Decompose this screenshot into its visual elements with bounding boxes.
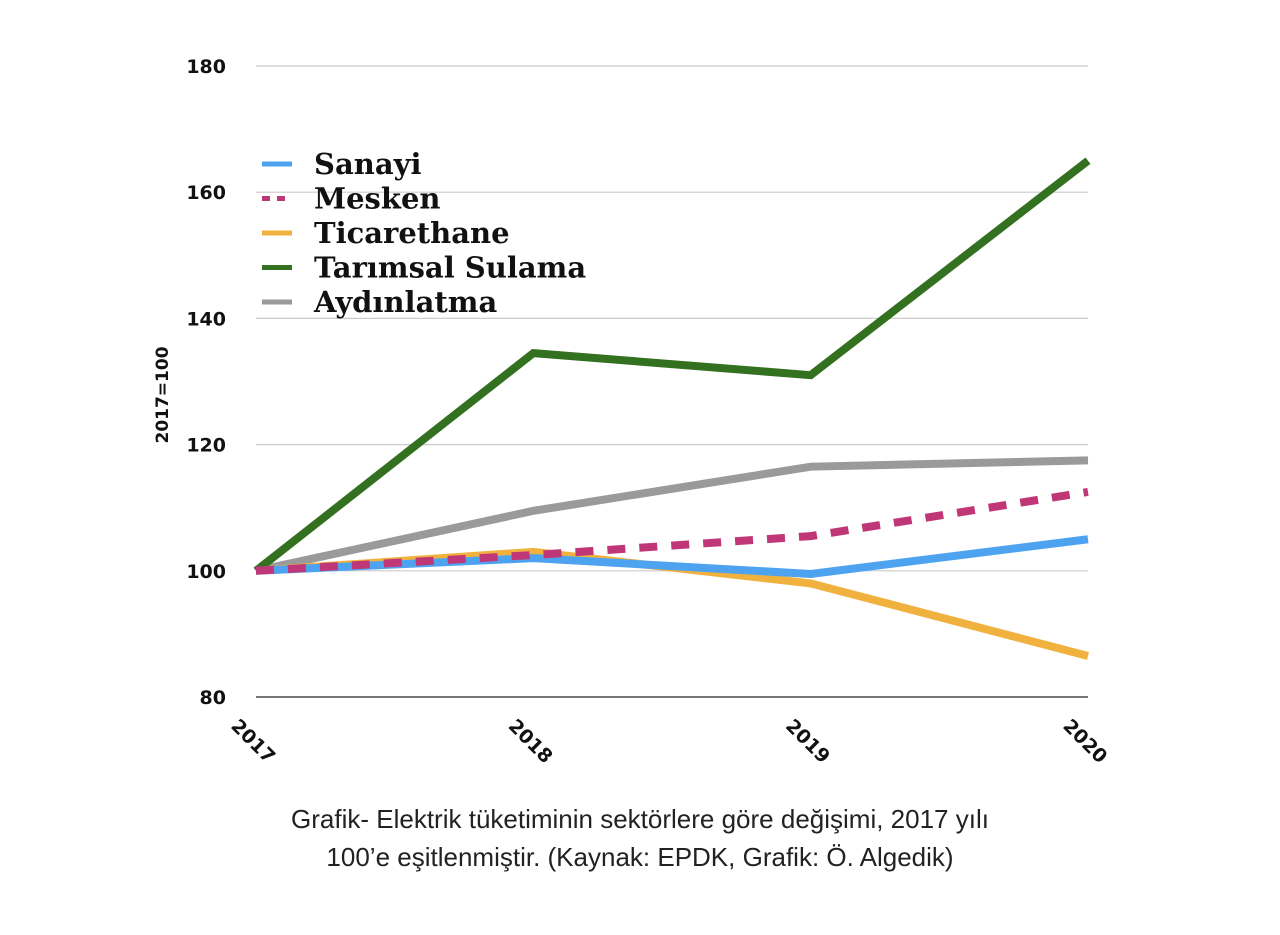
y-tick-label-120: 120 — [186, 435, 226, 457]
y-tick-label-140: 140 — [186, 308, 226, 330]
x-tick-label-2017: 2017 — [226, 715, 279, 768]
y-tick-label-180: 180 — [186, 56, 226, 78]
x-axis-ticks: 2017 2018 2019 2020 — [226, 715, 1111, 768]
y-tick-label-160: 160 — [186, 182, 226, 204]
line-chart: 80 100 120 140 160 180 2017 2018 2019 2020 2017=… — [153, 56, 1111, 768]
legend-label-tarımsal-sulama: Tarımsal Sulama — [314, 251, 586, 285]
y-axis-label: 2017=100 — [153, 346, 173, 443]
series-line-tarımsal-sulama — [253, 157, 1091, 574]
series-line-aydınlatma — [255, 456, 1089, 575]
caption-line-1: Grafik- Elektrik tüketiminin sektörlere … — [291, 804, 989, 834]
x-tick-label-2018: 2018 — [504, 715, 557, 768]
legend-label-mesken: Mesken — [314, 182, 441, 216]
y-tick-label-80: 80 — [200, 687, 226, 709]
series-lines — [253, 157, 1091, 660]
legend-label-aydınlatma: Aydınlatma — [313, 285, 497, 319]
caption-line-2: 100’e eşitlenmiştir. (Kaynak: EPDK, Graf… — [326, 842, 954, 872]
gridlines — [256, 65, 1088, 698]
x-tick-label-2019: 2019 — [781, 715, 834, 768]
series-line-mesken — [255, 487, 1089, 575]
y-tick-label-100: 100 — [186, 561, 226, 583]
x-tick-label-2020: 2020 — [1058, 715, 1111, 768]
legend-label-ticarethane: Ticarethane — [314, 216, 510, 250]
figure-caption: Grafik- Elektrik tüketiminin sektörlere … — [190, 800, 1090, 876]
legend-label-sanayi: Sanayi — [314, 147, 421, 181]
y-axis-ticks: 80 100 120 140 160 180 — [186, 56, 226, 709]
